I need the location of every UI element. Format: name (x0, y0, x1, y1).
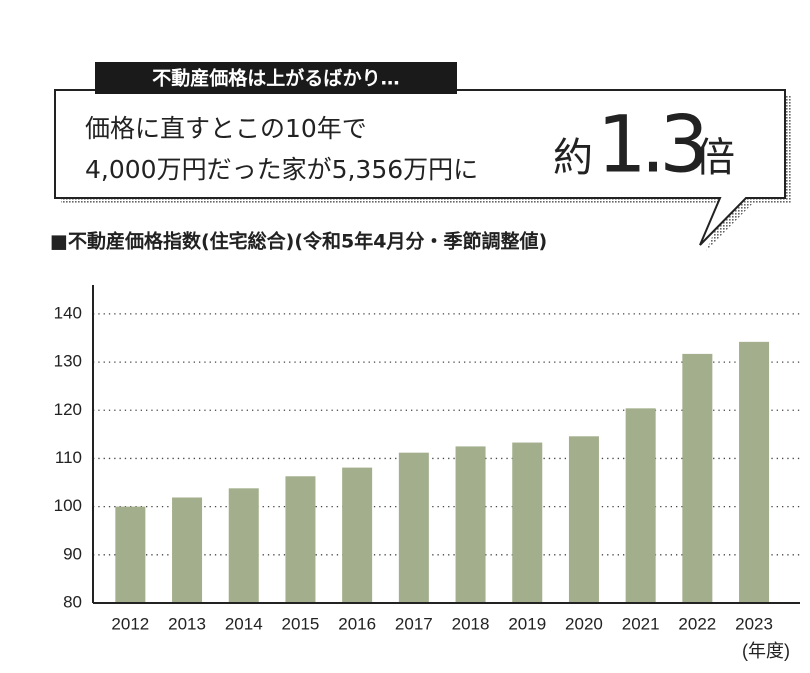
callout-box (54, 89, 786, 246)
bar (342, 467, 373, 603)
bar (115, 506, 146, 603)
callout-highlight: 約 (553, 135, 593, 181)
callout-highlight: 倍 (695, 135, 735, 181)
x-tick-label: 2018 (452, 614, 490, 633)
bar (568, 436, 599, 603)
x-tick-label: 2013 (168, 614, 206, 633)
callout: 不動産価格は上がるばかり… 価格に直すとこの10年で 4,000万円だった家が5… (54, 62, 791, 251)
bar (625, 408, 656, 603)
bar (682, 353, 713, 603)
x-tick-label: 2016 (338, 614, 376, 633)
y-tick-label: 130 (54, 352, 82, 371)
bar (228, 488, 259, 603)
chart-title: ■不動産価格指数(住宅総合)(令和5年4月分・季節調整値) (50, 230, 547, 253)
y-tick-label: 110 (55, 448, 82, 467)
x-tick-label: 2023 (735, 614, 773, 633)
y-tick-label: 80 (63, 592, 82, 611)
callout-line: 4,000万円だった家が5,356万円に (85, 155, 478, 184)
callout-label-bg (95, 62, 457, 94)
y-tick-label: 90 (63, 544, 82, 563)
x-tick-label: 2017 (395, 614, 433, 633)
y-tick-label: 100 (54, 496, 82, 515)
x-tick-label: 2022 (678, 614, 716, 633)
bar (739, 341, 770, 603)
bar (512, 442, 543, 603)
x-tick-label: 2021 (622, 614, 660, 633)
callout-label: 不動産価格は上がるばかり… (152, 67, 399, 90)
bar (285, 476, 316, 603)
bar (455, 446, 486, 603)
x-tick-label: 2019 (508, 614, 546, 633)
x-tick-label: 2012 (111, 614, 149, 633)
x-tick-label: 2014 (225, 614, 263, 633)
x-tick-label: 2015 (282, 614, 320, 633)
bar (398, 452, 429, 603)
callout-line: 価格に直すとこの10年で (85, 114, 367, 143)
x-axis-label: (年度) (742, 641, 790, 661)
y-tick-label: 140 (54, 303, 82, 322)
bar (172, 497, 203, 603)
callout-highlight: 1.3 (597, 100, 703, 190)
x-tick-label: 2020 (565, 614, 603, 633)
y-tick-label: 120 (54, 400, 82, 419)
